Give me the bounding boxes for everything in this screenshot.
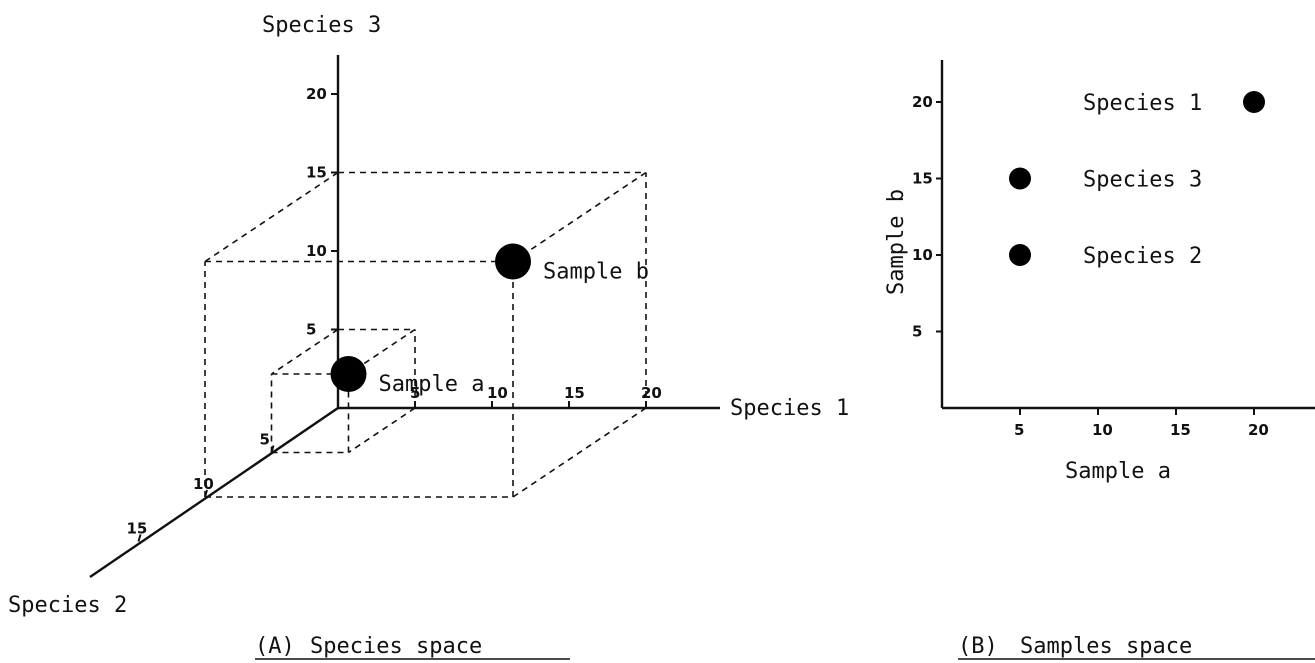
sample-b-tick-label: 5 [912,323,922,341]
species2-tick [204,489,208,498]
panel-a-title: Species space [310,634,482,659]
sample-b-axis-label: Sample b [884,189,909,295]
species3-tick-label: 10 [306,242,327,260]
panel-a-label: (A) [255,634,295,659]
sample-a-tick-label: 15 [1170,421,1191,439]
sample-b-tick-label: 15 [912,170,933,188]
species-point [1009,167,1031,190]
sample-a-tick-label: 20 [1248,421,1269,439]
species-point [1243,91,1265,113]
projection-line [348,407,416,454]
species-point [1009,244,1031,266]
species2-tick-label: 15 [127,520,148,538]
species2-tick-label: 10 [193,475,214,493]
sample-a-axis-label: Sample a [1065,459,1171,484]
sample-a-tick-label: 5 [1014,421,1024,439]
sample-point-label: Sample a [379,372,485,397]
projection-guides [204,171,647,498]
sample-b-tick-label: 10 [912,246,933,264]
sample-point [330,356,367,392]
sample-points: Sample a Sample b [330,243,649,397]
species3-axis-label: Species 3 [262,13,381,38]
species1-tick-label: 10 [487,384,508,402]
species3-tick-label: 15 [306,164,327,182]
species2-tick [270,445,275,453]
projection-line [271,328,339,375]
tick-marks-b: 5 10 15 20 5 10 15 20 [912,93,1269,439]
species1-tick-label: 5 [410,384,420,402]
projection-line [512,407,647,498]
species2-tick-label: 5 [260,431,270,449]
species3-tick-label: 5 [306,321,316,339]
projection-line [204,171,339,263]
projection-line [512,171,647,263]
species-point-label: Species 3 [1083,168,1202,193]
species2-axis [89,407,339,578]
species-points: Species 1 Species 3 Species 2 [1009,91,1265,269]
sample-b-tick-label: 20 [912,93,933,111]
species1-tick-label: 20 [641,384,662,402]
species2-axis-label: Species 2 [8,593,127,618]
species2-tick [137,534,142,542]
species-point-label: Species 2 [1083,244,1202,269]
species-point-label: Species 1 [1083,91,1202,116]
sample-point [495,243,531,280]
tick-marks: 5 10 15 20 5 10 15 5 10 15 20 [127,85,662,542]
species1-tick-label: 15 [564,384,585,402]
species1-axis-label: Species 1 [730,396,849,421]
sample-a-tick-label: 10 [1092,421,1113,439]
panel-b-label: (B) [958,634,998,659]
sample-point-label: Sample b [543,260,649,285]
panel-b-title: Samples space [1020,634,1192,659]
species3-tick-label: 20 [306,85,327,103]
species-space-panel: 5 10 15 20 5 10 15 5 10 15 20 Sample a Sample b Spe… [8,13,849,660]
